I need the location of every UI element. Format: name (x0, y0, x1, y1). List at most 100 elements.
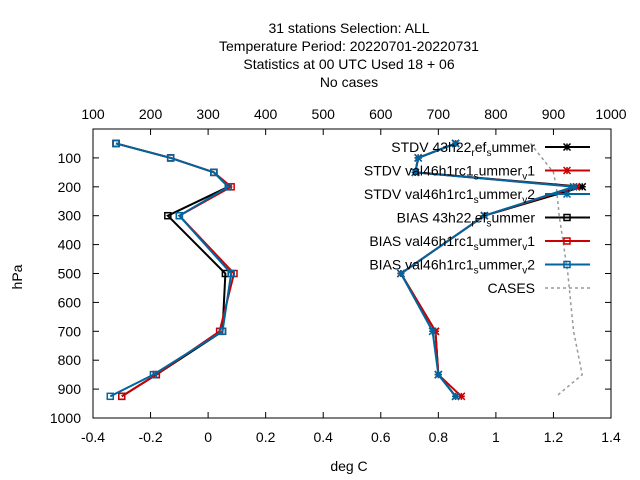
data-point (411, 168, 420, 177)
data-point (451, 392, 460, 401)
x-tick-label: 0.6 (371, 429, 391, 445)
legend-label-main: STDV 43h22 (391, 139, 471, 155)
title-line-4: No cases (320, 74, 378, 90)
data-point (578, 182, 587, 191)
y-tick-label: 800 (58, 352, 82, 368)
x2-tick-label: 200 (139, 106, 163, 122)
legend-label: BIAS 43h22refsummer (397, 210, 536, 230)
legend-label-sub: v (522, 172, 527, 183)
data-point (457, 392, 466, 401)
x-tick-label: -0.2 (138, 429, 162, 445)
data-point (224, 183, 233, 191)
series-line (115, 142, 230, 398)
x2-tick-label: 400 (254, 106, 278, 122)
y-tick-label: 100 (58, 150, 82, 166)
data-point (480, 211, 489, 220)
legend-item: BIAS val46h1rc1summerv2 (369, 257, 590, 277)
legend-item: CASES (488, 280, 590, 296)
legend-label: STDV val46h1rc1summerv1 (364, 163, 535, 183)
legend-label: CASES (488, 280, 535, 296)
data-point (175, 211, 184, 220)
data-point (227, 269, 235, 278)
legend-label-sub: r (471, 148, 475, 159)
legend-label-part: ummer (491, 210, 535, 226)
x-tick-label: 0.8 (429, 429, 449, 445)
x-tick-label: 0.4 (313, 429, 333, 445)
legend-label-sub: v (522, 195, 527, 206)
title-line-2: Temperature Period: 20220701-20220731 (219, 38, 479, 54)
series-6 (106, 139, 235, 401)
data-point (218, 327, 227, 336)
y-tick-label: 900 (58, 381, 82, 397)
series-line (529, 142, 584, 397)
data-point (149, 370, 158, 379)
x-tick-label: 1.4 (601, 429, 621, 445)
y-tick-label: 300 (58, 208, 82, 224)
legend-label-part: ummer (479, 163, 523, 179)
series-4 (112, 139, 233, 401)
legend-label-part: 1 (527, 233, 535, 249)
legend-label: BIAS val46h1rc1summerv1 (369, 233, 535, 253)
legend-label-main: STDV val46h1rc1 (364, 163, 474, 179)
x-tick-label: -0.4 (81, 429, 105, 445)
series-3 (396, 139, 578, 401)
legend-label-sub: s (474, 242, 479, 253)
legend-label-sub: s (474, 266, 479, 277)
x-axis-label: deg C (330, 458, 367, 474)
y-tick-label: 700 (58, 323, 82, 339)
x2-tick-label: 600 (369, 106, 393, 122)
legend-label-sub: s (474, 172, 479, 183)
legend-label-main: BIAS 43h22 (397, 210, 472, 226)
data-point (118, 392, 126, 401)
y-tick-label: 1000 (50, 410, 81, 426)
bottom-axis-ticks: -0.4 -0.2 0 0.2 0.4 0.6 0.8 1 1.2 1.4 (81, 412, 621, 445)
data-point (414, 153, 423, 162)
x2-tick-label: 700 (427, 106, 451, 122)
legend-label-part: ef (475, 210, 487, 226)
legend-label-main: CASES (488, 280, 535, 296)
series-line (109, 142, 233, 398)
series-7 (529, 142, 584, 397)
plot-frame (92, 128, 612, 419)
data-point (166, 154, 175, 162)
legend-label-sub: v (522, 266, 527, 277)
y-tick-label: 500 (58, 266, 82, 282)
legend-item: STDV val46h1rc1summerv2 (364, 186, 590, 206)
legend-item: BIAS val46h1rc1summerv1 (369, 233, 590, 253)
data-point (563, 213, 571, 222)
data-point (164, 211, 172, 220)
legend-label-main: STDV val46h1rc1 (364, 186, 474, 202)
x-tick-label: 1.2 (544, 429, 564, 445)
data-point (562, 189, 572, 199)
chart-title: 31 stations Selection: ALL Temperature Pe… (219, 20, 479, 90)
legend-label-part: ummer (491, 139, 535, 155)
legend-label-sub: s (474, 195, 479, 206)
x2-tick-label: 500 (312, 106, 336, 122)
legend-label: STDV val46h1rc1summerv2 (364, 186, 535, 206)
plot-series (106, 139, 587, 401)
data-point (562, 142, 572, 152)
legend-label-part: ummer (479, 186, 523, 202)
legend-label-main: BIAS val46h1rc1 (369, 257, 473, 273)
title-line-3: Statistics at 00 UTC Used 18 + 06 (243, 56, 454, 72)
legend-label-sub: s (486, 219, 491, 230)
y-tick-label: 600 (58, 294, 82, 310)
legend-label-sub: s (486, 148, 491, 159)
legend-label-sub: r (471, 219, 475, 230)
legend-label: STDV 43h22refsummer (391, 139, 535, 159)
legend-label-part: ef (475, 139, 487, 155)
legend-item: BIAS 43h22refsummer (397, 210, 590, 230)
x-tick-label: 0.2 (256, 429, 276, 445)
data-point (396, 269, 405, 278)
legend-label-main: BIAS val46h1rc1 (369, 233, 473, 249)
data-point (451, 139, 460, 148)
data-point (210, 168, 218, 177)
data-point (562, 166, 572, 175)
y-tick-label: 200 (58, 179, 82, 195)
y-tick-label: 400 (58, 237, 82, 253)
data-point (428, 327, 437, 336)
legend-label-part: 2 (527, 257, 535, 273)
legend-item: STDV val46h1rc1summerv1 (364, 163, 590, 183)
